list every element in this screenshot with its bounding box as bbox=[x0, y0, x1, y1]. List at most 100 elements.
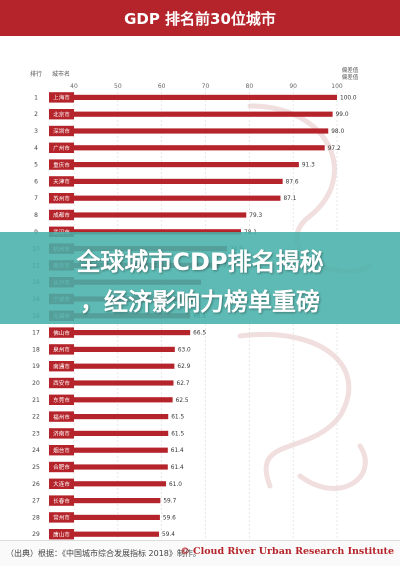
rank-label: 7 bbox=[34, 195, 38, 202]
city-label: 成都市 bbox=[53, 211, 70, 219]
rank-label: 25 bbox=[32, 464, 40, 471]
rank-label: 17 bbox=[32, 330, 40, 337]
value-label: 87.1 bbox=[283, 196, 296, 202]
bar-row: 22 福州市 61.5 bbox=[32, 411, 184, 422]
credit-text: © Cloud River Urban Research Institute bbox=[180, 546, 394, 557]
overlay-banner: 全球城市CDP排名揭秘 ，经济影响力榜单重磅 bbox=[0, 232, 400, 324]
city-tag bbox=[49, 461, 74, 473]
x-tick-label: 100 bbox=[331, 83, 343, 90]
bar bbox=[74, 178, 283, 184]
bar-row: 5 重庆市 91.3 bbox=[34, 159, 315, 170]
city-tag bbox=[49, 478, 74, 489]
bar-row: 6 天津市 87.6 bbox=[34, 176, 299, 187]
score-header-sub: 偏差值 bbox=[342, 73, 359, 81]
bar-row: 28 常州市 59.6 bbox=[32, 512, 176, 523]
city-tag bbox=[49, 209, 74, 221]
bar bbox=[74, 464, 168, 470]
city-tag bbox=[49, 495, 74, 506]
value-label: 91.3 bbox=[302, 163, 315, 169]
value-label: 62.9 bbox=[177, 364, 190, 370]
rank-label: 22 bbox=[32, 414, 40, 421]
bar-row: 2 北京市 99.0 bbox=[34, 109, 349, 120]
city-label: 唐山市 bbox=[53, 530, 70, 538]
bar-row: 26 大连市 61.0 bbox=[32, 478, 182, 489]
bar-row: 25 合肥市 61.4 bbox=[32, 461, 184, 473]
value-label: 62.7 bbox=[177, 381, 190, 387]
rank-label: 4 bbox=[34, 145, 38, 152]
city-label: 烟台市 bbox=[53, 446, 70, 454]
city-tag bbox=[49, 159, 74, 170]
bar bbox=[74, 498, 161, 504]
bar-row: 7 苏州市 87.1 bbox=[34, 193, 297, 204]
city-tag bbox=[49, 361, 74, 372]
rank-label: 2 bbox=[34, 111, 38, 118]
city-label: 南通市 bbox=[53, 362, 70, 370]
rank-header: 排行 bbox=[30, 70, 42, 78]
city-label: 西安市 bbox=[53, 379, 70, 387]
value-label: 61.5 bbox=[171, 415, 184, 421]
bar-row: 19 南通市 62.9 bbox=[32, 361, 191, 372]
bar bbox=[74, 531, 160, 537]
x-axis-ticks: 40 50 60 70 80 90 100 bbox=[70, 83, 343, 90]
rank-label: 3 bbox=[34, 128, 38, 135]
bar bbox=[74, 380, 174, 386]
footer: （出典）根据：《中国城市综合发展指标 2018》制作。 © Cloud Rive… bbox=[0, 540, 400, 566]
city-tag bbox=[49, 142, 74, 153]
value-label: 97.2 bbox=[328, 146, 341, 152]
value-label: 61.4 bbox=[171, 448, 184, 454]
bar bbox=[74, 363, 175, 369]
city-label: 长春市 bbox=[53, 497, 70, 505]
banner-title-line-2: ，经济影响力榜单重磅 bbox=[80, 288, 320, 316]
bar bbox=[74, 330, 191, 336]
city-tag bbox=[49, 125, 74, 137]
rank-label: 26 bbox=[32, 481, 40, 488]
bar-row: 17 佛山市 66.5 bbox=[32, 327, 206, 338]
rank-label: 8 bbox=[34, 212, 38, 219]
bar bbox=[74, 430, 169, 436]
value-label: 61.0 bbox=[169, 482, 182, 488]
city-label: 济南市 bbox=[53, 430, 70, 438]
bar-row: 27 长春市 59.7 bbox=[32, 495, 177, 506]
rank-label: 21 bbox=[32, 397, 40, 404]
value-label: 87.6 bbox=[286, 179, 299, 185]
rank-label: 23 bbox=[32, 430, 40, 437]
city-tag bbox=[49, 428, 74, 439]
bar-row: 1 上海市 100.0 bbox=[34, 92, 357, 103]
bar-row: 20 西安市 62.7 bbox=[32, 377, 190, 389]
x-tick-label: 90 bbox=[289, 83, 297, 90]
city-tag bbox=[49, 394, 74, 405]
value-label: 61.4 bbox=[171, 465, 184, 471]
rank-label: 5 bbox=[34, 162, 38, 169]
city-label: 合肥市 bbox=[53, 463, 70, 471]
bar bbox=[74, 229, 242, 235]
bar bbox=[74, 111, 333, 117]
bar bbox=[74, 397, 173, 403]
value-label: 59.7 bbox=[163, 499, 176, 505]
city-label: 常州市 bbox=[53, 514, 70, 522]
city-label: 东莞市 bbox=[53, 396, 70, 404]
bar-row: 8 成都市 79.3 bbox=[34, 209, 262, 221]
rank-label: 6 bbox=[34, 178, 38, 185]
bar-row: 23 济南市 61.5 bbox=[32, 428, 184, 439]
chart-title: GDP 排名前30位城市 bbox=[0, 0, 400, 36]
rank-label: 24 bbox=[32, 447, 40, 454]
x-tick-label: 60 bbox=[158, 83, 166, 90]
value-label: 59.4 bbox=[162, 532, 175, 538]
bar-row: 24 烟台市 61.4 bbox=[32, 445, 184, 456]
value-label: 62.5 bbox=[176, 398, 189, 404]
rank-label: 1 bbox=[34, 94, 38, 101]
bar-row: 29 唐山市 59.4 bbox=[32, 529, 175, 540]
bar bbox=[74, 447, 168, 453]
bar bbox=[74, 346, 175, 352]
x-tick-label: 40 bbox=[70, 83, 78, 90]
city-tag bbox=[49, 344, 74, 355]
city-label: 泉州市 bbox=[53, 346, 70, 354]
city-tag bbox=[49, 193, 74, 204]
city-tag bbox=[49, 226, 74, 237]
city-label: 广州市 bbox=[53, 144, 70, 152]
rank-label: 18 bbox=[32, 346, 40, 353]
bar bbox=[74, 195, 281, 201]
city-label: 大连市 bbox=[53, 480, 70, 488]
value-label: 100.0 bbox=[340, 95, 357, 101]
bar bbox=[74, 481, 167, 487]
